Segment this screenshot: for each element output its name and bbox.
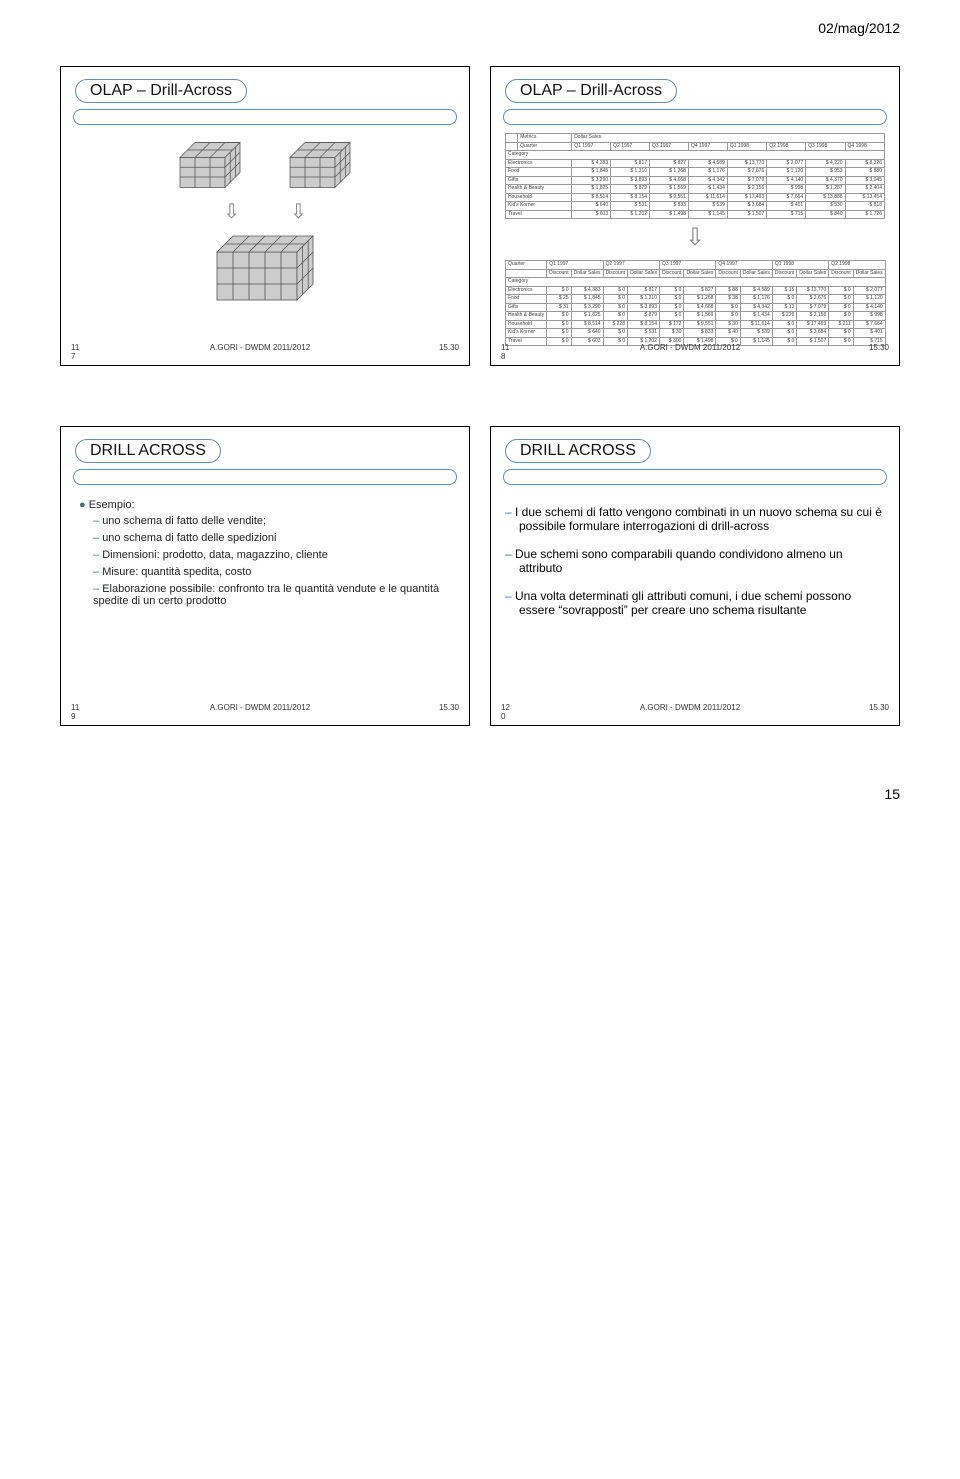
arrow-down-icon: ⇩ bbox=[223, 199, 240, 224]
slides-row-2: DRILL ACROSS Esempio: uno schema di fatt… bbox=[60, 426, 900, 726]
under-bar bbox=[503, 109, 887, 125]
footer-center: A.GORI - DWDM 2011/2012 bbox=[521, 343, 859, 361]
slide-title: DRILL ACROSS bbox=[75, 439, 221, 463]
cube-icon bbox=[170, 135, 250, 195]
slide-118: OLAP – Drill-Across MetricsDollar SalesQ… bbox=[490, 66, 900, 366]
page-number: 15 bbox=[60, 786, 900, 802]
cube-icon bbox=[205, 228, 325, 308]
bullets: I due schemi di fatto vengono combinati … bbox=[505, 505, 885, 617]
slide-footer: 11 8 A.GORI - DWDM 2011/2012 15.30 bbox=[501, 343, 889, 361]
slide-title: OLAP – Drill-Across bbox=[505, 79, 677, 103]
slide-title: DRILL ACROSS bbox=[505, 439, 651, 463]
cubes-diagram: ⇩ ⇩ bbox=[75, 135, 455, 308]
footer-center: A.GORI - DWDM 2011/2012 bbox=[91, 343, 429, 361]
slide-number: 12 0 bbox=[501, 703, 521, 721]
bullet-sub: Misure: quantità spedita, costo bbox=[93, 566, 455, 578]
footer-center: A.GORI - DWDM 2011/2012 bbox=[91, 703, 429, 721]
arrow-down-icon: ⇩ bbox=[505, 223, 885, 252]
bullet-sub: uno schema di fatto delle spedizioni bbox=[93, 532, 455, 544]
footer-time: 15.30 bbox=[859, 343, 889, 361]
pivot-table-2: QuarterQ1 1997Q2 1997Q3 1997Q4 1997Q1 19… bbox=[505, 260, 885, 346]
slide-119: DRILL ACROSS Esempio: uno schema di fatt… bbox=[60, 426, 470, 726]
footer-center: A.GORI - DWDM 2011/2012 bbox=[521, 703, 859, 721]
slide-footer: 12 0 A.GORI - DWDM 2011/2012 15.30 bbox=[501, 703, 889, 721]
bullet-sub: Elaborazione possibile: confronto tra le… bbox=[93, 583, 455, 607]
bullet-sub: Due schemi sono comparabili quando condi… bbox=[505, 547, 885, 575]
slide-number: 11 8 bbox=[501, 343, 521, 361]
footer-time: 15.30 bbox=[859, 703, 889, 721]
under-bar bbox=[73, 469, 457, 485]
bullet-top: Esempio: bbox=[89, 499, 135, 511]
slide-title: OLAP – Drill-Across bbox=[75, 79, 247, 103]
slides-row-1: OLAP – Drill-Across bbox=[60, 66, 900, 366]
slide-footer: 11 9 A.GORI - DWDM 2011/2012 15.30 bbox=[71, 703, 459, 721]
header-date: 02/mag/2012 bbox=[60, 20, 900, 36]
bullets: Esempio: uno schema di fatto delle vendi… bbox=[75, 499, 455, 607]
slide-120: DRILL ACROSS I due schemi di fatto vengo… bbox=[490, 426, 900, 726]
arrow-down-icon: ⇩ bbox=[290, 199, 307, 224]
slide-footer: 11 7 A.GORI - DWDM 2011/2012 15.30 bbox=[71, 343, 459, 361]
slide-number: 11 7 bbox=[71, 343, 91, 361]
pivot-table-1: MetricsDollar SalesQuarterQ1 1997Q2 1997… bbox=[505, 133, 885, 219]
under-bar bbox=[503, 469, 887, 485]
footer-time: 15.30 bbox=[429, 343, 459, 361]
page: 02/mag/2012 OLAP – Drill-Across bbox=[0, 0, 960, 832]
slide-117: OLAP – Drill-Across bbox=[60, 66, 470, 366]
bullet-sub: I due schemi di fatto vengono combinati … bbox=[505, 505, 885, 533]
bullet-sub: Una volta determinati gli attributi comu… bbox=[505, 589, 885, 617]
bullet-sub: uno schema di fatto delle vendite; bbox=[93, 515, 455, 527]
slide-number: 11 9 bbox=[71, 703, 91, 721]
cube-icon bbox=[280, 135, 360, 195]
footer-time: 15.30 bbox=[429, 703, 459, 721]
bullet-sub: Dimensioni: prodotto, data, magazzino, c… bbox=[93, 549, 455, 561]
under-bar bbox=[73, 109, 457, 125]
